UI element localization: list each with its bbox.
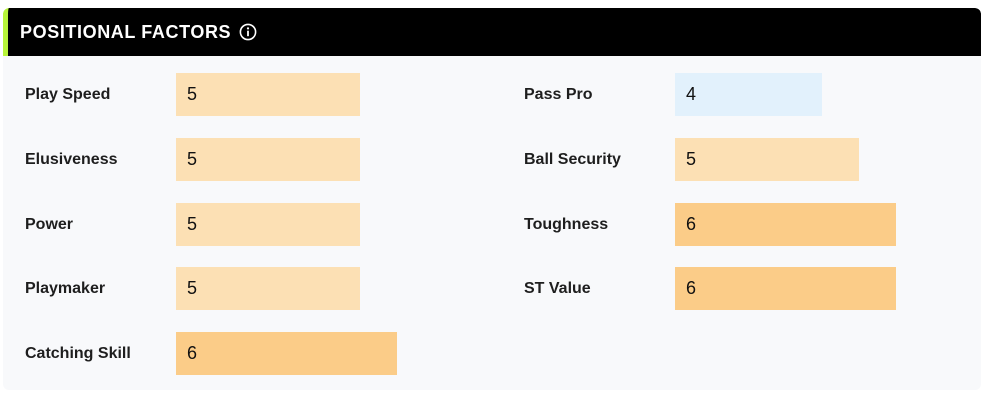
factor-value: 6 (686, 214, 697, 234)
factor-bar: 5 (176, 203, 360, 246)
factor-row-ball-security: Ball Security 5 (524, 138, 964, 181)
factor-value: 5 (187, 84, 198, 104)
factor-row-pass-pro: Pass Pro 4 (524, 73, 964, 116)
factor-bar: 6 (675, 267, 896, 310)
factor-bar: 5 (675, 138, 859, 181)
factor-label: Ball Security (524, 150, 621, 168)
factor-row-playmaker: Playmaker 5 (25, 267, 485, 310)
factor-bar: 4 (675, 73, 822, 116)
factor-row-play-speed: Play Speed 5 (25, 73, 485, 116)
factor-value: 6 (187, 343, 198, 363)
factor-row-power: Power 5 (25, 203, 485, 246)
factor-value: 4 (686, 84, 697, 104)
factor-bar: 6 (675, 203, 896, 246)
factor-value: 5 (187, 149, 198, 169)
factor-value: 5 (686, 149, 697, 169)
factor-row-st-value: ST Value 6 (524, 267, 964, 310)
factor-value: 5 (187, 214, 198, 234)
card-title: POSITIONAL FACTORS (20, 21, 232, 42)
info-icon[interactable] (239, 23, 257, 41)
factor-row-elusiveness: Elusiveness 5 (25, 138, 485, 181)
factor-value: 6 (686, 278, 697, 298)
factor-row-toughness: Toughness 6 (524, 203, 964, 246)
factor-label: Power (25, 215, 74, 233)
factor-label: Toughness (524, 215, 609, 233)
factor-bar: 5 (176, 73, 360, 116)
factor-label: ST Value (524, 279, 591, 297)
card-header: POSITIONAL FACTORS (3, 8, 981, 56)
factor-label: Pass Pro (524, 85, 593, 103)
factor-value: 5 (187, 278, 198, 298)
factor-label: Catching Skill (25, 344, 131, 362)
factor-row-catching-skill: Catching Skill 6 (25, 332, 485, 375)
factor-label: Elusiveness (25, 150, 118, 168)
factor-label: Play Speed (25, 85, 111, 103)
factor-bar: 6 (176, 332, 397, 375)
factor-label: Playmaker (25, 279, 106, 297)
factor-bar: 5 (176, 138, 360, 181)
positional-factors-card: POSITIONAL FACTORS Play Speed 5 Elusiven… (3, 8, 981, 390)
factor-bar: 5 (176, 267, 360, 310)
